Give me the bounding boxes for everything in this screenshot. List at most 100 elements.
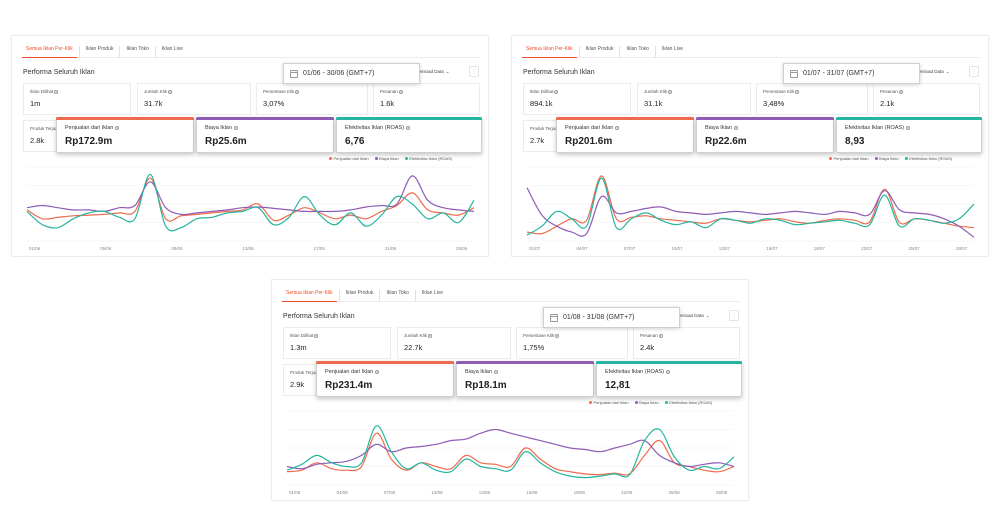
legend-roas[interactable]: Efektivitas Iklan (ROAS) xyxy=(664,400,712,405)
card-value: Rp172.9m xyxy=(65,136,113,147)
metric-label: Persentase Klik? xyxy=(763,89,800,94)
sales-card[interactable]: Penjualan dari Iklan? Rp201.6m xyxy=(556,117,694,153)
more-options-icon[interactable]: ⋮ xyxy=(469,66,479,77)
tab-shop-ads[interactable]: Iklan Toko xyxy=(119,46,154,57)
roas-card[interactable]: Efektivitas Iklan (ROAS)? 6,76 xyxy=(336,117,482,153)
tab-live-ads[interactable]: Iklan Live xyxy=(414,290,449,301)
clicks-metric[interactable]: Jumlah Klik? 22.7k xyxy=(397,327,511,359)
roas-line xyxy=(26,173,475,232)
help-icon[interactable]: ? xyxy=(375,370,380,374)
x-tick-label: 10/08 xyxy=(431,490,443,495)
legend-cost[interactable]: Biaya Iklan xyxy=(874,156,899,161)
legend-label: Penjualan dari Iklan xyxy=(333,156,369,161)
x-tick-label: 07/07 xyxy=(624,246,636,251)
legend-roas[interactable]: Efektivitas Iklan (ROAS) xyxy=(904,156,953,161)
tab-all-cpc-ads[interactable]: Semua Iklan Per-Klik xyxy=(20,46,79,58)
tab-shop-ads[interactable]: Iklan Toko xyxy=(619,46,654,57)
tab-all-cpc-ads[interactable]: Semua Iklan Per-Klik xyxy=(520,46,579,58)
performance-line-chart: 01/06 05/06 09/06 13/06 17/06 21/06 25/06 xyxy=(26,166,475,251)
metric-label-text: Iklan Dilihat xyxy=(530,89,554,94)
download-data-button[interactable]: Download Data ⌄ xyxy=(910,66,953,77)
sales-card[interactable]: Penjualan dari Iklan? Rp172.9m xyxy=(56,117,194,153)
help-icon[interactable]: ? xyxy=(168,89,173,94)
orders-metric[interactable]: Pesanan? 2.4k xyxy=(633,327,740,359)
tab-product-ads[interactable]: Iklan Produk xyxy=(338,290,380,301)
impressions-metric[interactable]: Iklan Dilihat? 894.1k xyxy=(523,83,631,115)
tab-product-ads[interactable]: Iklan Produk xyxy=(78,46,120,57)
impressions-metric[interactable]: Iklan Dilihat? 1.3m xyxy=(283,327,391,359)
card-value: Rp18.1m xyxy=(465,380,507,391)
help-icon[interactable]: ? xyxy=(795,89,800,94)
orders-metric[interactable]: Pesanan? 2.1k xyxy=(873,83,980,115)
help-icon[interactable]: ? xyxy=(493,370,498,374)
date-range-picker[interactable]: 01/08 - 31/08 (GMT+7) xyxy=(543,307,680,328)
legend-cost[interactable]: Biaya Iklan xyxy=(634,400,659,405)
x-tick-label: 01/06 xyxy=(29,246,41,251)
legend-dot xyxy=(374,157,378,160)
help-icon[interactable]: ? xyxy=(555,333,560,338)
more-options-icon[interactable]: ⋮ xyxy=(969,66,979,77)
help-icon[interactable]: ? xyxy=(906,126,910,130)
ctr-metric[interactable]: Persentase Klik? 3,07% xyxy=(256,83,368,115)
more-options-icon[interactable]: ⋮ xyxy=(729,310,739,321)
help-icon[interactable]: ? xyxy=(295,89,300,94)
help-icon[interactable]: ? xyxy=(406,126,410,130)
legend-sales[interactable]: Penjualan dari Iklan xyxy=(829,156,869,161)
download-data-button[interactable]: Download Data ⌄ xyxy=(670,310,713,321)
tab-live-ads[interactable]: Iklan Live xyxy=(654,46,689,57)
help-icon[interactable]: ? xyxy=(398,89,403,94)
clicks-metric[interactable]: Jumlah Klik? 31.1k xyxy=(637,83,751,115)
metric-value: 2.8k xyxy=(30,136,45,145)
help-icon[interactable]: ? xyxy=(233,126,238,130)
card-label: Penjualan dari Iklan? xyxy=(565,125,620,131)
ctr-metric[interactable]: Persentase Klik? 3,48% xyxy=(756,83,868,115)
legend-label: Efektivitas Iklan (ROAS) xyxy=(909,156,953,161)
roas-card[interactable]: Efektivitas Iklan (ROAS)? 12,81 xyxy=(596,361,742,397)
help-icon[interactable]: ? xyxy=(733,126,738,130)
legend-sales[interactable]: Penjualan dari Iklan xyxy=(589,400,629,405)
cost-card[interactable]: Biaya Iklan? Rp25.6m xyxy=(196,117,334,153)
help-icon[interactable]: ? xyxy=(668,89,673,94)
help-icon[interactable]: ? xyxy=(115,126,120,130)
legend-sales[interactable]: Penjualan dari Iklan xyxy=(329,156,369,161)
metric-label-text: Persentase Klik xyxy=(763,89,795,94)
cost-card[interactable]: Biaya Iklan? Rp22.6m xyxy=(696,117,834,153)
x-tick-label: 10/07 xyxy=(671,246,683,251)
help-icon[interactable]: ? xyxy=(658,333,663,338)
impressions-metric[interactable]: Iklan Dilihat? 1m xyxy=(23,83,131,115)
x-tick-label: 22/07 xyxy=(861,246,873,251)
legend-roas[interactable]: Efektivitas Iklan (ROAS) xyxy=(404,156,452,161)
help-icon[interactable]: ? xyxy=(428,333,433,338)
ad-type-tabs: Semua Iklan Per-Klik Iklan Produk Iklan To… xyxy=(20,36,480,58)
tab-shop-ads[interactable]: Iklan Toko xyxy=(379,290,414,301)
sales-card[interactable]: Penjualan dari Iklan? Rp231.4m xyxy=(316,361,454,397)
help-icon[interactable]: ? xyxy=(615,126,620,130)
metric-label-text: Iklan Dilihat xyxy=(30,89,54,94)
legend-cost[interactable]: Biaya Iklan xyxy=(374,156,399,161)
metric-label-text: Persentase Klik xyxy=(523,333,555,338)
metric-label: Jumlah Klik? xyxy=(144,89,173,94)
orders-metric[interactable]: Pesanan? 1.6k xyxy=(373,83,480,115)
download-label: Download Data xyxy=(413,69,444,74)
help-icon[interactable]: ? xyxy=(554,89,559,94)
tab-product-ads[interactable]: Iklan Produk xyxy=(578,46,620,57)
ad-type-tabs: Semua Iklan Per-Klik Iklan Produk Iklan To… xyxy=(520,36,980,58)
tab-live-ads[interactable]: Iklan Live xyxy=(154,46,189,57)
roas-card[interactable]: Efektivitas Iklan (ROAS)? 8,93 xyxy=(836,117,982,153)
cost-card[interactable]: Biaya Iklan? Rp18.1m xyxy=(456,361,594,397)
help-icon[interactable]: ? xyxy=(54,89,59,94)
tab-all-cpc-ads[interactable]: Semua Iklan Per-Klik xyxy=(280,290,339,302)
date-range-picker[interactable]: 01/07 - 31/07 (GMT+7) xyxy=(783,63,920,84)
calendar-icon xyxy=(290,69,298,78)
x-tick-label: 19/08 xyxy=(574,490,586,495)
date-range-picker[interactable]: 01/06 - 30/06 (GMT+7) xyxy=(283,63,420,84)
help-icon[interactable]: ? xyxy=(314,333,319,338)
date-range-text: 01/08 - 31/08 (GMT+7) xyxy=(563,314,635,321)
clicks-metric[interactable]: Jumlah Klik? 31.7k xyxy=(137,83,251,115)
roas-line xyxy=(526,177,975,236)
ctr-metric[interactable]: Persentase Klik? 1,75% xyxy=(516,327,628,359)
help-icon[interactable]: ? xyxy=(666,370,670,374)
metric-value: 2.7k xyxy=(530,136,545,145)
download-data-button[interactable]: Download Data ⌄ xyxy=(410,66,453,77)
help-icon[interactable]: ? xyxy=(898,89,903,94)
